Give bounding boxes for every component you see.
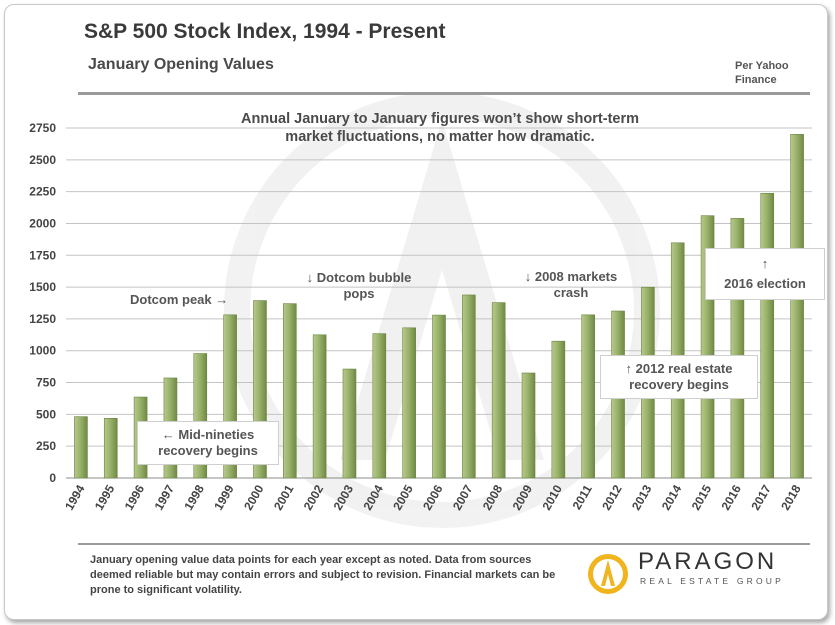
x-tick-label: 1999: [211, 482, 237, 512]
x-tick-label: 1996: [122, 482, 148, 512]
x-axis: 1994 1995 1996 1997 1998 1999 2000 2001 2002 2003…: [62, 482, 804, 512]
x-tick-label: 2013: [629, 482, 655, 512]
x-tick-label: 1998: [181, 482, 207, 512]
annotation-mid-nineties: ← Mid-nineties recovery begins: [137, 421, 279, 465]
x-tick-label: 2001: [271, 482, 297, 512]
source-note: Per Yahoo Finance: [735, 60, 789, 86]
logo-wordmark: PARAGON: [638, 548, 778, 575]
y-axis: 0 250 500 750 1000 1250 1500 1750 2000 2250 2500 27…: [29, 121, 56, 485]
x-tick-label: 2011: [570, 482, 595, 512]
bar-2002: [312, 334, 327, 479]
y-tick-label: 500: [36, 407, 56, 421]
x-tick-label: 2014: [659, 482, 685, 512]
x-tick-label: 2018: [778, 482, 804, 512]
y-tick-label: 750: [36, 376, 56, 390]
bar-2006: [432, 314, 446, 479]
logo-tagline: REAL ESTATE GROUP: [640, 576, 784, 586]
bar-2009: [521, 372, 536, 479]
x-tick-label: 2000: [241, 482, 267, 512]
bar-1994: [74, 416, 88, 479]
slide-frame: [4, 4, 828, 620]
bar-chart: 0 250 500 750 1000 1250 1500 1750 2000 2250 2500 27…: [29, 92, 812, 528]
x-tick-label: 1997: [152, 482, 178, 512]
bar-2003: [342, 368, 357, 479]
annotation-dotcom-peak: Dotcom peak →: [130, 292, 229, 307]
x-tick-label: 2015: [689, 482, 715, 512]
bar-2004: [372, 333, 387, 479]
bar-2010: [551, 340, 566, 479]
bar-2007: [462, 294, 476, 479]
annotation-top-note: Annual January to January figures won’t …: [240, 111, 639, 145]
annotation-2016-label: 2016 election: [724, 276, 806, 291]
bar-2001: [282, 303, 297, 479]
y-tick-label: 1250: [29, 312, 56, 326]
annotation-2008-crash: ↓ 2008 markets crash: [524, 269, 618, 300]
bar-2011: [581, 314, 596, 479]
annotation-2012-recovery: ↑ 2012 real estate recovery begins: [600, 355, 758, 399]
x-tick-label: 1995: [92, 482, 118, 512]
x-tick-label: 1994: [62, 482, 88, 512]
footer-disclaimer: January opening value data points for ea…: [90, 554, 556, 596]
bar-2005: [402, 327, 416, 479]
footer-divider: [78, 543, 810, 545]
x-tick-label: 2017: [748, 482, 774, 512]
y-tick-label: 2750: [29, 121, 56, 135]
bar-2008: [491, 302, 506, 479]
x-tick-label: 2016: [719, 482, 745, 512]
bar-2017: [760, 192, 775, 479]
y-tick-label: 2250: [29, 185, 56, 199]
y-tick-label: 2500: [29, 153, 56, 167]
annotation-2016-arrow: ↑: [761, 256, 769, 271]
y-tick-label: 1750: [29, 248, 56, 262]
chart-subtitle: January Opening Values: [88, 56, 274, 73]
header-divider: [78, 92, 810, 95]
y-tick-label: 1500: [29, 280, 56, 294]
y-tick-label: 250: [36, 439, 56, 453]
bar-1995: [103, 418, 118, 479]
y-tick-label: 0: [49, 471, 56, 485]
paragon-logo-icon: [588, 554, 628, 594]
chart-title: S&P 500 Stock Index, 1994 - Present: [84, 20, 446, 43]
annotation-2016-election: ↑ 2016 election: [705, 248, 825, 300]
y-tick-label: 1000: [29, 344, 56, 358]
y-tick-label: 2000: [29, 216, 56, 230]
bar-2018: [790, 134, 804, 479]
x-tick-label: 2012: [599, 482, 625, 512]
annotation-dotcom-pops: ↓ Dotcom bubble pops: [306, 270, 412, 301]
